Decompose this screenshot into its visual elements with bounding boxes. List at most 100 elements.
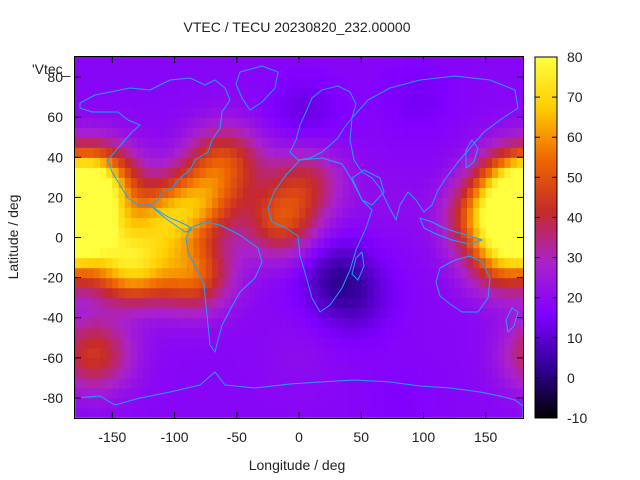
heatmap-cell: [342, 317, 350, 329]
heatmap-cell: [99, 77, 107, 88]
heatmap-cell: [417, 97, 425, 108]
heatmap-cell: [355, 327, 362, 339]
heatmap-cell: [417, 107, 425, 118]
heatmap-cell: [429, 137, 437, 148]
heatmap-cell: [448, 197, 456, 209]
heatmap-cell: [454, 307, 462, 319]
heatmap-cell: [317, 277, 325, 289]
heatmap-cell: [317, 267, 325, 279]
heatmap-cell: [255, 137, 263, 148]
heatmap-cell: [211, 67, 219, 78]
heatmap-cell: [404, 347, 412, 359]
heatmap-cell: [379, 157, 387, 168]
heatmap-cell: [131, 307, 138, 319]
heatmap-cell: [106, 127, 113, 138]
heatmap-cell: [454, 277, 462, 289]
heatmap-cell: [131, 247, 138, 259]
heatmap-cell: [516, 307, 524, 319]
heatmap-cell: [274, 277, 281, 289]
heatmap-cell: [423, 87, 431, 98]
heatmap-cell: [504, 97, 512, 108]
heatmap-cell: [454, 197, 462, 209]
heatmap-cell: [429, 127, 437, 138]
heatmap-cell: [460, 287, 468, 299]
heatmap-cell: [112, 287, 120, 299]
heatmap-cell: [205, 357, 213, 369]
heatmap-cell: [236, 97, 244, 108]
heatmap-cell: [243, 117, 250, 128]
heatmap-cell: [467, 127, 474, 138]
heatmap-cell: [218, 87, 225, 98]
heatmap-cell: [398, 287, 406, 299]
heatmap-cell: [491, 97, 499, 108]
heatmap-cell: [205, 207, 213, 219]
heatmap-cell: [261, 277, 269, 289]
heatmap-cell: [442, 247, 449, 259]
heatmap-cell: [131, 167, 138, 178]
heatmap-cell: [286, 247, 294, 259]
heatmap-cell: [261, 257, 269, 269]
heatmap-cell: [267, 327, 275, 339]
heatmap-cell: [187, 247, 194, 259]
heatmap-cell: [218, 347, 225, 359]
heatmap-cell: [218, 387, 225, 399]
heatmap-cell: [379, 127, 387, 138]
heatmap-cell: [224, 367, 232, 379]
heatmap-cell: [342, 307, 350, 319]
heatmap-cell: [193, 377, 201, 389]
heatmap-cell: [106, 147, 113, 158]
heatmap-cell: [311, 267, 319, 279]
heatmap-cell: [75, 167, 82, 178]
heatmap-cell: [442, 297, 449, 309]
heatmap-cell: [485, 327, 493, 339]
heatmap-cell: [373, 187, 381, 198]
heatmap-cell: [75, 77, 82, 88]
heatmap-cell: [330, 407, 337, 419]
heatmap-cell: [187, 217, 194, 229]
heatmap-cell: [473, 317, 481, 329]
heatmap-cell: [162, 117, 169, 128]
heatmap-cell: [106, 347, 113, 359]
heatmap-cell: [280, 307, 288, 319]
heatmap-cell: [473, 297, 481, 309]
heatmap-cell: [199, 317, 207, 329]
heatmap-cell: [467, 57, 474, 68]
heatmap-cell: [392, 67, 400, 78]
heatmap-cell: [199, 187, 207, 198]
heatmap-cell: [454, 377, 462, 389]
heatmap-cell: [106, 377, 113, 389]
heatmap-cell: [230, 327, 238, 339]
heatmap-cell: [224, 247, 232, 259]
heatmap-cell: [348, 137, 356, 148]
heatmap-cell: [155, 387, 163, 399]
heatmap-cell: [236, 297, 244, 309]
heatmap-cell: [361, 297, 369, 309]
heatmap-cell: [361, 207, 369, 219]
heatmap-cell: [236, 287, 244, 299]
heatmap-cell: [305, 297, 313, 309]
heatmap-cell: [286, 297, 294, 309]
heatmap-cell: [386, 287, 393, 299]
heatmap-cell: [292, 127, 300, 138]
heatmap-cell: [330, 57, 337, 68]
heatmap-cell: [367, 407, 375, 419]
heatmap-cell: [93, 247, 101, 259]
heatmap-cell: [174, 127, 182, 138]
heatmap-cell: [280, 177, 288, 188]
heatmap-cell: [386, 177, 393, 188]
heatmap-cell: [323, 377, 331, 389]
heatmap-cell: [317, 347, 325, 359]
heatmap-cell: [280, 67, 288, 78]
heatmap-cell: [448, 217, 456, 229]
heatmap-cell: [361, 77, 369, 88]
heatmap-cell: [193, 227, 201, 239]
y-tick-label: 60: [47, 109, 63, 125]
heatmap-cell: [137, 207, 145, 219]
colorbar-tick-label: 40: [567, 209, 583, 225]
heatmap-cell: [442, 277, 449, 289]
heatmap-cell: [336, 367, 344, 379]
heatmap-cell: [236, 217, 244, 229]
heatmap-cell: [243, 357, 250, 369]
heatmap-cell: [510, 87, 518, 98]
heatmap-cell: [467, 257, 474, 269]
